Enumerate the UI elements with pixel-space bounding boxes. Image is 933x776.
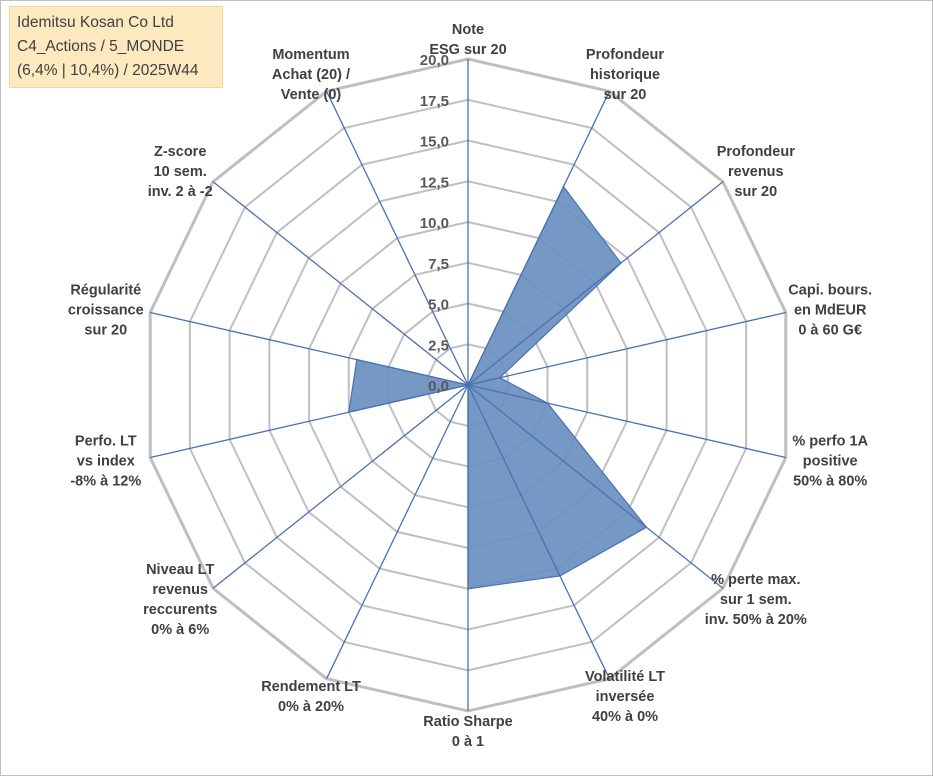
axis-label-line: ESG sur 20	[429, 42, 506, 58]
tick-label-6: 15,0	[420, 134, 449, 151]
spoke-4	[467, 384, 786, 459]
axis-label-line: 0% à 6%	[151, 622, 209, 638]
axis-label-line: en MdEUR	[794, 302, 867, 318]
spoke-1	[467, 91, 610, 386]
axis-label-0: Note ESG sur 20	[429, 22, 506, 58]
spoke-8	[326, 384, 469, 679]
axis-label-line: inv. 50% à 20%	[705, 612, 807, 628]
axis-label-1: Profondeur historique sur 20	[586, 47, 664, 103]
period-info: (6,4% | 10,4%) / 2025W44	[17, 62, 199, 79]
axis-label-line: sur 1 sem.	[720, 592, 792, 608]
tick-label-0: 0,0	[428, 378, 449, 395]
tick-label-4: 10,0	[420, 215, 449, 232]
axis-label-8: Rendement LT 0% à 20%	[261, 679, 361, 715]
tick-label-2: 5,0	[428, 297, 449, 314]
axis-label-line: 50% à 80%	[793, 474, 867, 490]
axis-label-line: 40% à 0%	[592, 709, 658, 725]
axis-label-line: % perfo 1A	[792, 434, 868, 450]
axis-label-line: revenus	[152, 582, 208, 598]
axis-label-line: 0 à 1	[452, 734, 484, 750]
axis-label-12: Z-score 10 sem. inv. 2 à -2	[148, 144, 213, 200]
tick-label-5: 12,5	[420, 174, 449, 191]
axis-label-line: 10 sem.	[154, 164, 207, 180]
axis-label-line: Volatilité LT	[585, 669, 665, 685]
axis-label-line: Capi. bours.	[788, 282, 872, 298]
tick-label-8: 20,0	[420, 52, 449, 69]
axis-label-7: Ratio Sharpe 0 à 1	[423, 714, 512, 750]
spoke-5	[467, 384, 724, 589]
axis-label-3: Capi. bours. en MdEUR 0 à 60 G€	[788, 282, 872, 338]
axis-label-line: Niveau LT	[146, 562, 214, 578]
radar-tick-labels: 0,0 2,5 5,0 7,5 10,0 12,5 15,0 17,5 20,0	[420, 52, 449, 395]
axis-label-line: -8% à 12%	[70, 474, 141, 490]
axis-label-10: Perfo. LT vs index -8% à 12%	[70, 434, 141, 490]
axis-label-4: % perfo 1A positive 50% à 80%	[792, 434, 868, 490]
axis-label-2: Profondeur revenus sur 20	[717, 144, 795, 200]
axis-label-line: 0% à 20%	[278, 699, 344, 715]
axis-label-line: Achat (20) /	[272, 67, 350, 83]
tick-label-7: 17,5	[420, 93, 449, 110]
axis-label-line: sur 20	[84, 322, 127, 338]
axis-label-9: Niveau LT revenus reccurents 0% à 6%	[143, 562, 217, 638]
tick-label-1: 2,5	[428, 337, 449, 354]
spoke-12	[212, 181, 469, 386]
spoke-10	[150, 384, 469, 459]
axis-label-5: % perte max. sur 1 sem. inv. 50% à 20%	[705, 572, 807, 628]
axis-label-line: Z-score	[154, 144, 206, 160]
axis-label-line: inversée	[596, 689, 655, 705]
axis-label-line: Régularité	[70, 282, 141, 298]
spoke-6	[467, 384, 610, 679]
axis-label-6: Volatilité LT inversée 40% à 0%	[585, 669, 665, 725]
axis-label-line: Profondeur	[586, 47, 664, 63]
axis-label-line: Ratio Sharpe	[423, 714, 512, 730]
axis-label-line: Note	[452, 22, 484, 38]
tick-label-3: 7,5	[428, 256, 449, 273]
axis-label-line: Vente (0)	[281, 87, 342, 103]
axis-label-line: Profondeur	[717, 144, 795, 160]
spoke-9	[212, 384, 469, 589]
axis-label-11: Régularité croissance sur 20	[68, 282, 144, 338]
spoke-3	[467, 311, 786, 386]
radar-spokes	[150, 59, 786, 711]
axis-label-line: revenus	[728, 164, 784, 180]
axis-label-line: sur 20	[604, 87, 647, 103]
axis-label-line: Momentum	[272, 47, 349, 63]
radar-axis-labels: Note ESG sur 20 Profondeur historique sur 20…	[68, 22, 872, 750]
axis-label-line: historique	[590, 67, 660, 83]
axis-label-line: croissance	[68, 302, 144, 318]
axis-label-line: Perfo. LT	[75, 434, 137, 450]
axis-label-line: reccurents	[143, 602, 217, 618]
axis-label-line: positive	[803, 454, 858, 470]
spoke-2	[467, 181, 724, 386]
portfolio-name: C4_Actions / 5_MONDE	[17, 38, 185, 55]
series-area-0	[348, 185, 648, 590]
axis-label-13: Momentum Achat (20) / Vente (0)	[272, 47, 350, 103]
axis-label-line: vs index	[77, 454, 135, 470]
axis-label-line: Rendement LT	[261, 679, 361, 695]
axis-label-line: sur 20	[734, 184, 777, 200]
axis-label-line: 0 à 60 G€	[798, 322, 862, 338]
axis-label-line: inv. 2 à -2	[148, 184, 213, 200]
axis-label-line: % perte max.	[711, 572, 800, 588]
info-box: Idemitsu Kosan Co Ltd C4_Actions / 5_MON…	[9, 6, 223, 88]
company-name: Idemitsu Kosan Co Ltd	[17, 14, 174, 31]
spoke-13	[326, 91, 469, 386]
spoke-11	[150, 311, 469, 386]
